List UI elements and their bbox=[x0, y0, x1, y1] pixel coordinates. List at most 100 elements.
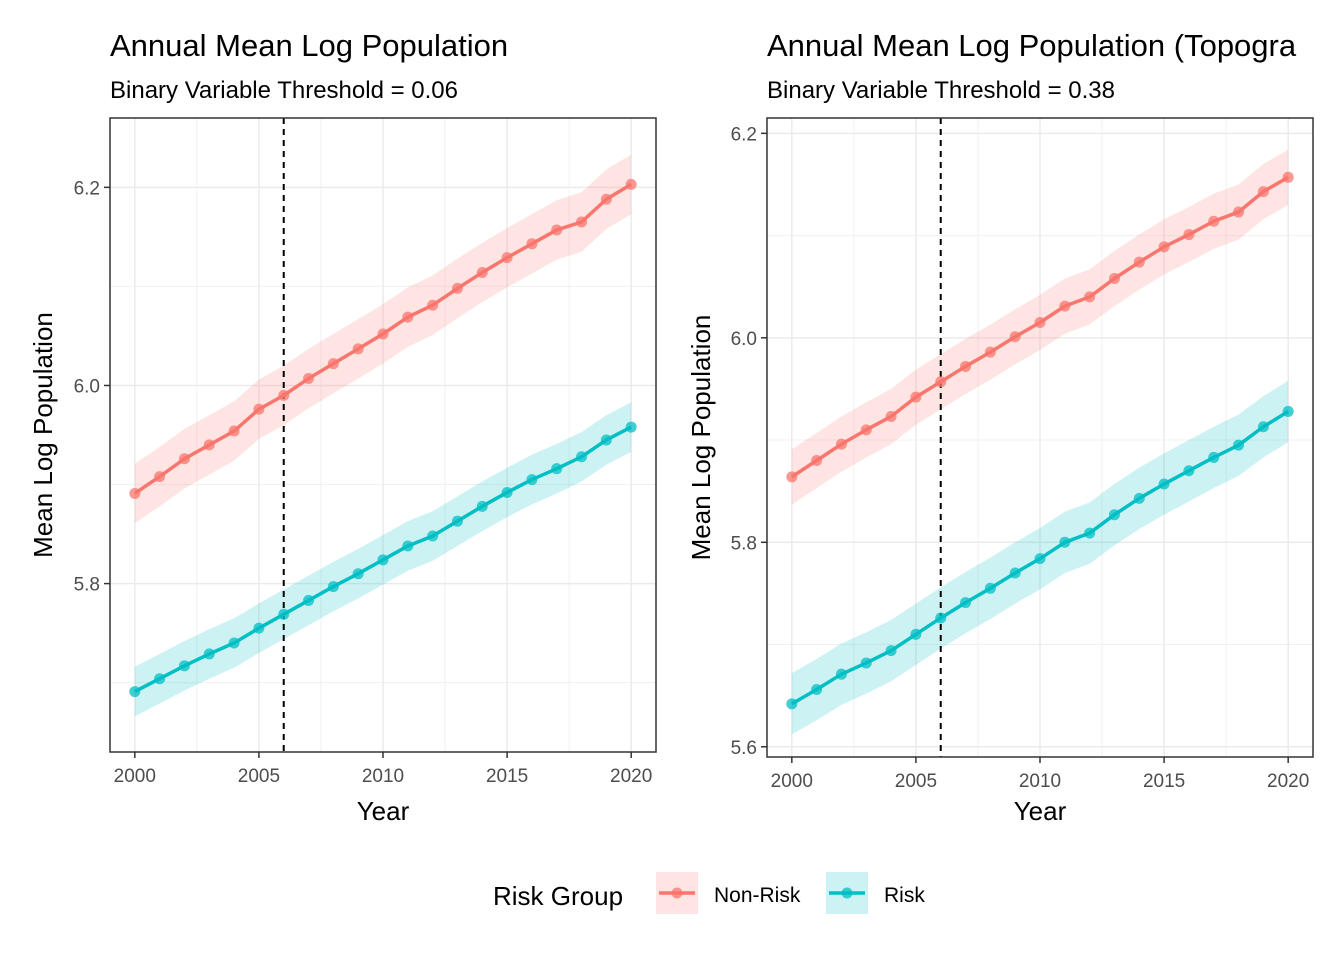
data-point-risk bbox=[278, 608, 290, 620]
data-point-risk bbox=[1133, 492, 1145, 504]
data-point-non-risk bbox=[1084, 291, 1096, 303]
data-point-risk bbox=[1257, 421, 1269, 433]
data-point-non-risk bbox=[935, 376, 947, 388]
data-point-risk bbox=[835, 668, 847, 680]
y-tick-label: 5.8 bbox=[731, 533, 757, 554]
chart-subtitle: Binary Variable Threshold = 0.06 bbox=[110, 77, 458, 104]
chart-title: Annual Mean Log Population (Topogra bbox=[767, 28, 1297, 63]
data-point-risk bbox=[377, 554, 389, 566]
x-tick-label: 2000 bbox=[114, 766, 156, 787]
data-point-risk bbox=[1158, 478, 1170, 490]
data-point-risk bbox=[154, 673, 166, 685]
plot-area bbox=[110, 118, 656, 752]
data-point-risk bbox=[352, 568, 364, 580]
data-point-non-risk bbox=[1133, 256, 1145, 268]
x-axis-title: Year bbox=[357, 796, 410, 826]
data-point-risk bbox=[1183, 465, 1195, 477]
data-point-non-risk bbox=[1183, 229, 1195, 241]
data-point-non-risk bbox=[526, 238, 538, 250]
y-tick-label: 5.6 bbox=[731, 738, 757, 759]
data-point-non-risk bbox=[960, 360, 972, 372]
plot-area bbox=[767, 118, 1313, 757]
data-point-non-risk bbox=[278, 389, 290, 401]
data-point-non-risk bbox=[860, 424, 872, 436]
chart-subtitle: Binary Variable Threshold = 0.38 bbox=[767, 77, 1115, 104]
data-point-risk bbox=[1059, 536, 1071, 548]
x-tick-label: 2005 bbox=[238, 766, 280, 787]
y-tick-label: 6.2 bbox=[74, 178, 100, 199]
legend-label-risk: Risk bbox=[884, 884, 925, 907]
data-point-risk bbox=[1084, 527, 1096, 539]
data-point-non-risk bbox=[377, 328, 389, 340]
data-point-risk bbox=[984, 582, 996, 594]
x-tick-label: 2010 bbox=[362, 766, 404, 787]
x-tick-label: 2015 bbox=[1143, 771, 1185, 792]
data-point-non-risk bbox=[327, 358, 339, 370]
y-tick-label: 6.0 bbox=[74, 376, 100, 397]
y-tick-label: 6.0 bbox=[731, 329, 757, 350]
data-point-non-risk bbox=[811, 455, 823, 467]
data-point-risk bbox=[960, 597, 972, 609]
legend-label-non-risk: Non-Risk bbox=[714, 884, 801, 907]
data-point-risk bbox=[253, 622, 265, 634]
data-point-risk bbox=[1009, 567, 1021, 579]
data-point-risk bbox=[1034, 553, 1046, 565]
data-point-non-risk bbox=[625, 178, 637, 190]
data-point-risk bbox=[129, 686, 141, 698]
data-point-non-risk bbox=[476, 267, 488, 279]
data-point-non-risk bbox=[910, 391, 922, 403]
data-point-risk bbox=[910, 628, 922, 640]
data-point-risk bbox=[600, 434, 612, 446]
data-point-non-risk bbox=[402, 311, 414, 323]
chart-title: Annual Mean Log Population bbox=[110, 28, 508, 63]
legend-title: Risk Group bbox=[493, 881, 623, 911]
data-point-risk bbox=[935, 612, 947, 624]
data-point-risk bbox=[576, 451, 588, 463]
data-point-non-risk bbox=[352, 343, 364, 355]
data-point-non-risk bbox=[154, 471, 166, 483]
data-point-risk bbox=[526, 474, 538, 486]
data-point-non-risk bbox=[1108, 273, 1120, 285]
data-point-non-risk bbox=[129, 487, 141, 499]
data-point-risk bbox=[501, 486, 513, 498]
data-point-risk bbox=[228, 637, 240, 649]
chart-panel-1: Annual Mean Log Population Binary Variabl… bbox=[28, 28, 657, 826]
data-point-risk bbox=[811, 684, 823, 696]
x-tick-label: 2005 bbox=[895, 771, 937, 792]
y-tick-label: 5.8 bbox=[74, 575, 100, 596]
data-point-risk bbox=[885, 645, 897, 657]
data-point-risk bbox=[427, 530, 439, 542]
data-point-non-risk bbox=[203, 439, 215, 451]
data-point-risk bbox=[476, 500, 488, 512]
x-tick-label: 2000 bbox=[771, 771, 813, 792]
data-point-non-risk bbox=[600, 193, 612, 205]
data-point-risk bbox=[1282, 405, 1294, 417]
data-point-non-risk bbox=[1233, 206, 1245, 218]
data-point-non-risk bbox=[253, 403, 265, 415]
data-point-risk bbox=[303, 594, 315, 606]
x-tick-label: 2015 bbox=[486, 766, 528, 787]
y-axis-title: Mean Log Population bbox=[28, 312, 58, 558]
data-point-non-risk bbox=[576, 216, 588, 228]
legend-key-point-non-risk bbox=[671, 887, 683, 899]
data-point-non-risk bbox=[835, 438, 847, 450]
data-point-non-risk bbox=[1009, 331, 1021, 343]
data-point-risk bbox=[178, 660, 190, 672]
data-point-risk bbox=[203, 648, 215, 660]
data-point-non-risk bbox=[303, 373, 315, 385]
data-point-non-risk bbox=[178, 453, 190, 465]
data-point-risk bbox=[451, 515, 463, 527]
x-tick-label: 2010 bbox=[1019, 771, 1061, 792]
data-point-risk bbox=[1208, 451, 1220, 463]
data-point-non-risk bbox=[885, 411, 897, 423]
data-point-non-risk bbox=[551, 224, 563, 236]
x-tick-label: 2020 bbox=[1267, 771, 1309, 792]
data-point-risk bbox=[1233, 439, 1245, 451]
data-point-non-risk bbox=[984, 346, 996, 358]
data-point-non-risk bbox=[786, 471, 798, 483]
legend-key-point-risk bbox=[841, 887, 853, 899]
data-point-non-risk bbox=[1158, 241, 1170, 253]
data-point-risk bbox=[327, 581, 339, 593]
